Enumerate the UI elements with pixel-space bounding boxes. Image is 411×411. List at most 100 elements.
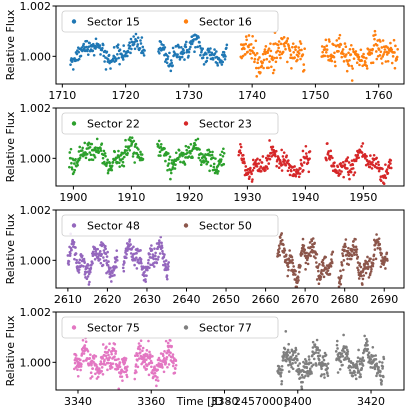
point-sector-48 xyxy=(88,280,91,284)
point-sector-15 xyxy=(165,61,169,65)
point-sector-22 xyxy=(83,153,86,157)
point-sector-50 xyxy=(278,236,282,239)
point-sector-22 xyxy=(111,160,115,164)
point-sector-22 xyxy=(169,171,173,175)
point-sector-75 xyxy=(167,363,171,366)
point-sector-75 xyxy=(108,356,112,359)
point-sector-48 xyxy=(144,278,147,281)
point-sector-22 xyxy=(204,157,208,161)
point-sector-50 xyxy=(377,237,381,240)
point-sector-22 xyxy=(194,143,197,147)
point-sector-75 xyxy=(159,359,162,362)
point-sector-48 xyxy=(82,257,86,261)
point-sector-75 xyxy=(105,345,108,349)
point-sector-77 xyxy=(361,356,365,360)
point-sector-22 xyxy=(198,148,201,151)
legend-box xyxy=(61,112,279,135)
point-sector-15 xyxy=(101,46,104,50)
point-sector-50 xyxy=(349,257,353,261)
point-sector-22 xyxy=(216,172,219,175)
point-sector-16 xyxy=(286,37,290,40)
point-sector-16 xyxy=(365,56,368,60)
point-sector-75 xyxy=(114,352,117,355)
point-sector-15 xyxy=(135,39,139,43)
point-sector-22 xyxy=(93,156,97,159)
point-sector-22 xyxy=(177,157,180,161)
point-sector-48 xyxy=(99,261,103,265)
point-sector-48 xyxy=(160,244,164,247)
point-sector-15 xyxy=(116,43,120,47)
point-sector-16 xyxy=(384,60,388,63)
point-sector-15 xyxy=(158,51,161,55)
point-sector-15 xyxy=(133,40,136,44)
axes-frame xyxy=(55,5,405,85)
data-points xyxy=(68,136,393,186)
point-sector-16 xyxy=(386,59,390,63)
point-sector-22 xyxy=(123,151,126,154)
point-sector-23 xyxy=(304,144,308,148)
point-sector-15 xyxy=(116,52,119,56)
point-sector-75 xyxy=(171,353,175,356)
point-sector-23 xyxy=(258,158,262,162)
point-sector-48 xyxy=(116,259,119,262)
point-sector-75 xyxy=(164,339,168,343)
point-sector-22 xyxy=(194,138,198,142)
point-sector-77 xyxy=(295,354,298,358)
point-sector-16 xyxy=(254,66,258,70)
point-sector-75 xyxy=(76,374,80,378)
point-sector-22 xyxy=(157,144,160,147)
point-sector-77 xyxy=(350,366,353,369)
point-sector-48 xyxy=(156,258,160,261)
point-sector-50 xyxy=(322,275,326,279)
data-points xyxy=(69,29,399,82)
point-sector-16 xyxy=(383,48,387,51)
point-sector-16 xyxy=(327,38,331,41)
point-sector-77 xyxy=(378,360,381,364)
point-sector-16 xyxy=(256,58,260,61)
point-sector-15 xyxy=(166,55,170,58)
point-sector-48 xyxy=(67,260,71,263)
point-sector-48 xyxy=(94,250,97,253)
point-sector-15 xyxy=(116,46,120,49)
point-sector-75 xyxy=(117,357,120,361)
point-sector-48 xyxy=(77,271,81,274)
point-sector-22 xyxy=(174,163,177,166)
point-sector-23 xyxy=(301,149,305,153)
point-sector-75 xyxy=(163,350,166,353)
legend-box xyxy=(61,316,279,339)
point-sector-16 xyxy=(302,68,306,72)
point-sector-75 xyxy=(119,371,123,375)
point-sector-22 xyxy=(117,149,120,153)
point-sector-50 xyxy=(331,250,335,254)
y-tick-label: 1.000 xyxy=(20,152,52,165)
point-sector-15 xyxy=(136,36,140,39)
point-sector-16 xyxy=(377,48,381,51)
point-sector-50 xyxy=(354,238,357,241)
point-sector-77 xyxy=(375,362,379,366)
y-tick-label: 1.000 xyxy=(20,356,52,369)
point-sector-22 xyxy=(83,141,87,145)
point-sector-16 xyxy=(291,45,294,49)
point-sector-50 xyxy=(375,233,378,236)
point-sector-48 xyxy=(152,265,156,268)
point-sector-48 xyxy=(109,266,112,270)
point-sector-22 xyxy=(212,156,215,160)
point-sector-16 xyxy=(352,57,356,60)
point-sector-16 xyxy=(375,50,378,53)
point-sector-50 xyxy=(366,262,370,266)
point-sector-75 xyxy=(143,360,147,364)
point-sector-75 xyxy=(174,363,178,367)
point-sector-23 xyxy=(305,155,309,158)
point-sector-23 xyxy=(339,162,343,165)
point-sector-50 xyxy=(315,252,319,256)
legend-label: Sector 75 xyxy=(87,322,140,335)
point-sector-22 xyxy=(177,149,181,152)
point-sector-48 xyxy=(148,252,151,256)
point-sector-75 xyxy=(153,371,157,375)
point-sector-77 xyxy=(342,333,345,337)
point-sector-16 xyxy=(243,47,246,51)
point-sector-16 xyxy=(386,46,389,49)
point-sector-77 xyxy=(305,359,308,363)
point-sector-22 xyxy=(178,155,181,158)
point-sector-48 xyxy=(135,256,138,259)
